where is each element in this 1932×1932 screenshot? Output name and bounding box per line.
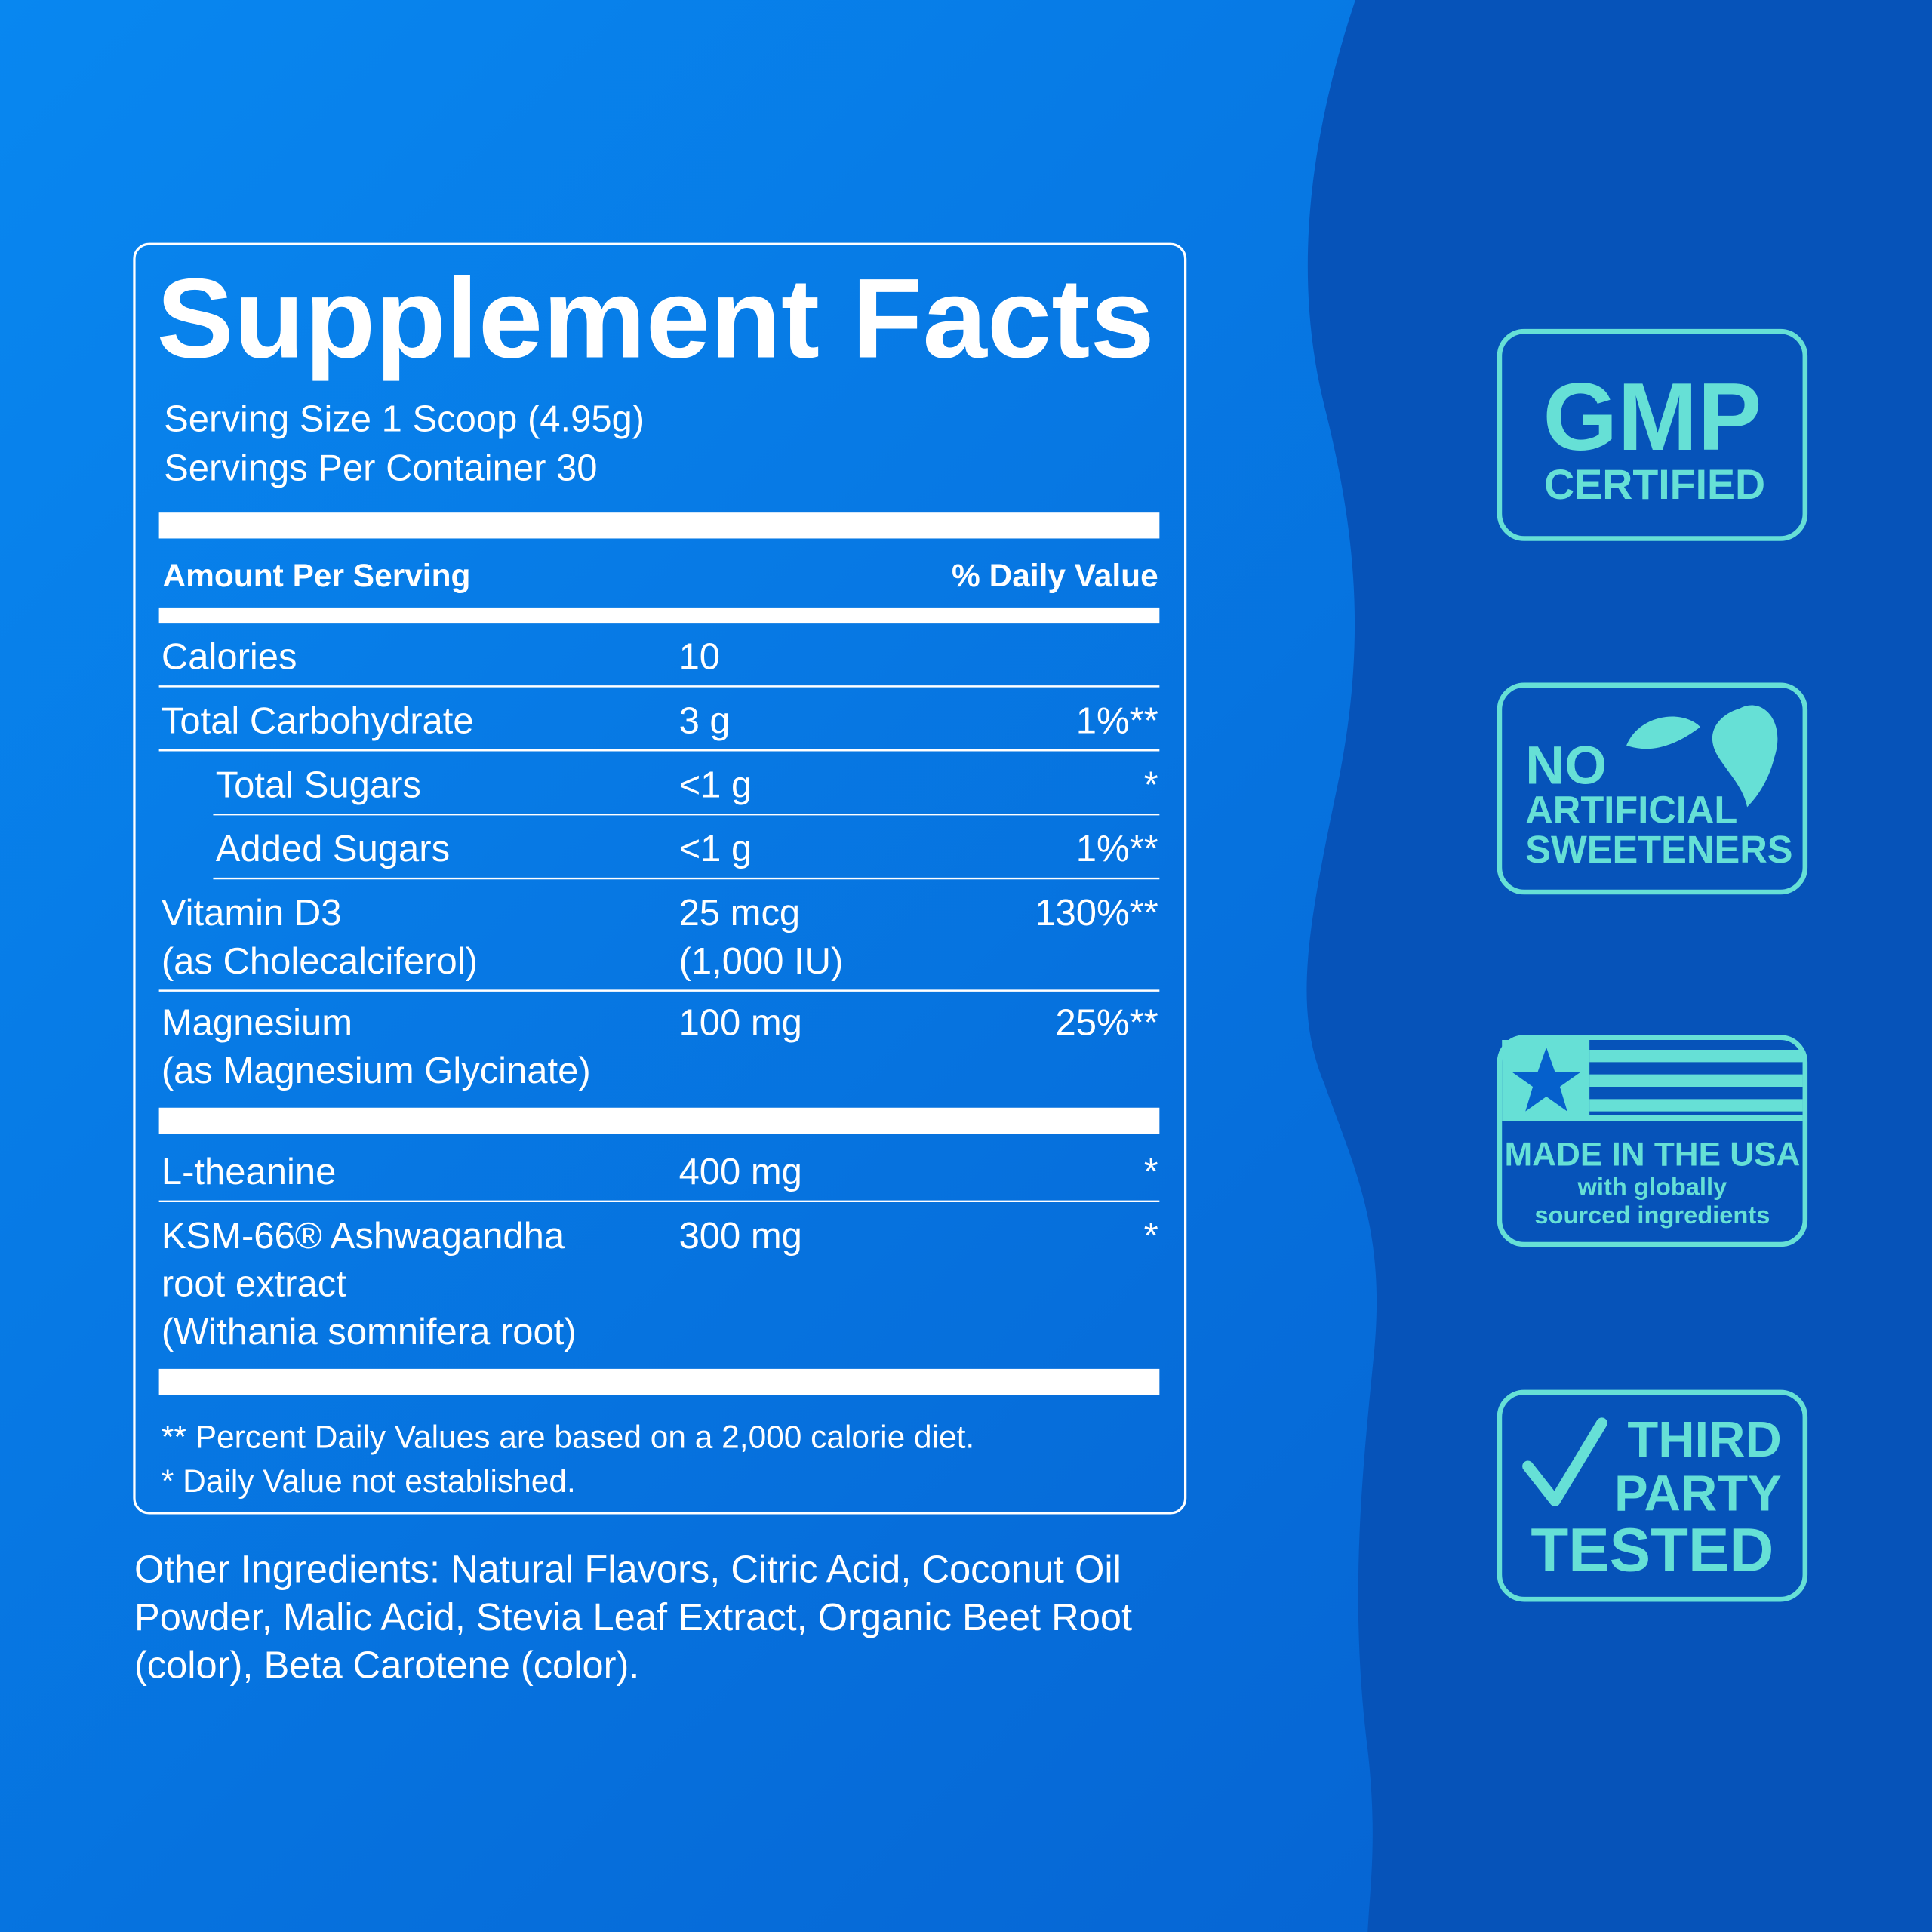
thick-rule [158,1107,1160,1134]
serving-size: Serving Size 1 Scoop (4.95g) [164,398,645,439]
other-ingredients: Other Ingredients: Natural Flavors, Citr… [134,1547,1121,1590]
nutrient-name: Total Sugars [216,764,421,805]
daily-value: * [1144,764,1158,805]
nutrient-name: Magnesium [162,1002,352,1043]
badge-text: SWEETENERS [1525,828,1792,871]
nutrient-name: (as Magnesium Glycinate) [162,1051,591,1091]
nutrient-name: Vitamin D3 [162,893,342,934]
other-ingredients: (color), Beta Carotene (color). [134,1644,639,1687]
header-amount: Amount Per Serving [163,558,471,593]
star-icon [1512,1047,1581,1112]
nutrient-amount: 10 [679,637,720,678]
wave-panel [1306,0,1932,1932]
badge-text: THIRD [1627,1411,1781,1468]
thick-rule [158,1368,1160,1395]
nutrient-name: (as Cholecalciferol) [162,941,478,982]
nutrient-amount: 100 mg [679,1002,802,1043]
badge-text: NO [1525,735,1607,795]
badge-frames [1497,328,1808,1602]
servings-per-container: Servings Per Container 30 [164,448,597,489]
nutrient-amount: <1 g [679,829,752,869]
badge-text: with globally [1577,1173,1727,1201]
daily-value: * [1144,1152,1158,1192]
nutrient-amount: <1 g [679,764,752,805]
badge-text: MADE IN THE USA [1504,1136,1800,1173]
nutrient-name: (Withania somnifera root) [162,1312,577,1352]
badge-text: TESTED [1531,1516,1774,1585]
nutrient-name: root extract [162,1264,346,1305]
footnote: ** Percent Daily Values are based on a 2… [162,1419,974,1454]
nutrient-name: Added Sugars [216,829,450,869]
nutrient-name: L-theanine [162,1152,336,1192]
footnote: * Daily Value not established. [162,1463,576,1499]
nutrient-amount: 25 mcg [679,893,801,934]
badge-text: sourced ingredients [1534,1201,1770,1229]
header-daily-value: % Daily Value [952,558,1158,593]
daily-value: * [1144,1216,1158,1257]
thick-rule [158,607,1160,624]
nutrient-amount: 3 g [679,700,731,741]
nutrient-amount: 400 mg [679,1152,802,1192]
facts-title: Supplement Facts [156,254,1154,381]
nutrient-name: Calories [162,637,297,678]
badge-text: CERTIFIED [1544,461,1765,508]
daily-value: 1%** [1076,829,1158,869]
nutrient-name: KSM-66® Ashwagandha [162,1216,565,1257]
daily-value: 25%** [1056,1002,1158,1043]
check-icon [1522,1417,1607,1506]
nutrient-amount: (1,000 IU) [679,941,844,982]
daily-value: 1%** [1076,700,1158,741]
nutrient-amount: 300 mg [679,1216,802,1257]
thick-rule [158,512,1160,539]
facts-box [133,242,1187,1515]
other-ingredients: Powder, Malic Acid, Stevia Leaf Extract,… [134,1595,1132,1638]
badge-text: PARTY [1614,1466,1782,1522]
badge-text: GMP [1543,363,1761,470]
badge-text: ARTIFICIAL [1525,789,1737,832]
daily-value: 130%** [1035,893,1158,934]
nutrient-name: Total Carbohydrate [162,700,474,741]
